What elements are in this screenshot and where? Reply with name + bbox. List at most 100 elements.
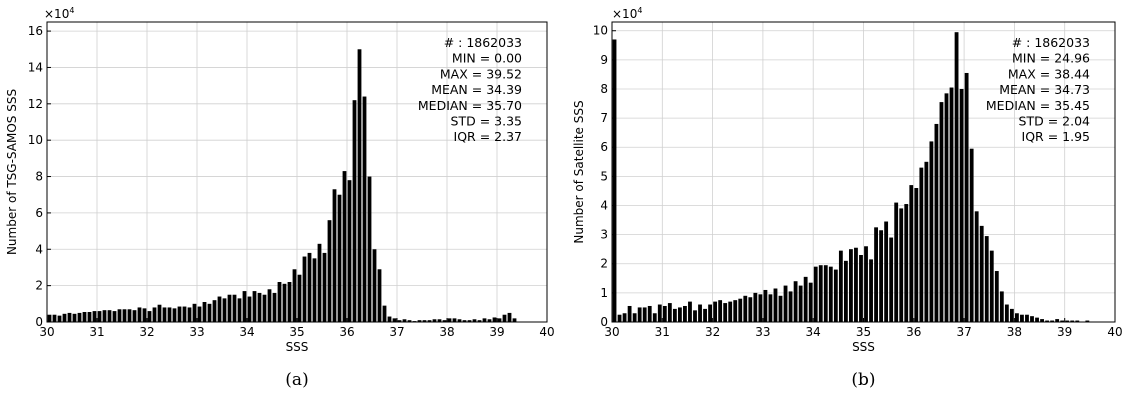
histogram-bar <box>347 180 352 322</box>
x-tick-label: 40 <box>539 325 554 339</box>
y-tick-label: 10 <box>593 24 608 38</box>
histogram-bar <box>944 93 949 322</box>
histogram-bar <box>137 307 142 322</box>
histogram-bar <box>487 319 492 322</box>
histogram-bar <box>47 314 52 322</box>
histogram-bar <box>362 96 367 322</box>
histogram-bar <box>472 319 477 322</box>
y-tick-label: 1 <box>600 286 608 300</box>
histogram-bar <box>728 301 733 322</box>
histogram-bar <box>167 307 172 322</box>
histogram-bar <box>432 319 437 322</box>
histogram-bar <box>662 305 667 322</box>
histogram-bar <box>798 285 803 322</box>
histogram-bar <box>688 301 692 322</box>
histogram-bar <box>703 308 707 322</box>
histogram-bar <box>899 208 904 322</box>
histogram-bar <box>482 318 487 322</box>
y-axis-label: Number of TSG-SAMOS SSS <box>5 89 19 255</box>
histogram-bar <box>452 318 457 322</box>
histogram-bar <box>672 308 677 322</box>
histogram-bar <box>758 294 763 322</box>
x-tick-label: 38 <box>439 325 454 339</box>
histogram-bar <box>197 306 202 322</box>
x-tick-label: 36 <box>339 325 354 339</box>
x-tick-label: 35 <box>856 325 871 339</box>
x-tick-label: 34 <box>239 325 254 339</box>
histogram-bar <box>262 294 267 322</box>
histogram-bar <box>157 304 162 322</box>
stat-line: IQR = 2.37 <box>454 129 522 144</box>
histogram-bar <box>112 311 117 322</box>
panel-caption-b: (b) <box>851 370 875 390</box>
histogram-bar <box>738 298 743 322</box>
histogram-bar <box>92 311 97 322</box>
y-tick-label: 5 <box>600 169 608 183</box>
histogram-bar <box>417 320 422 322</box>
histogram-bar <box>1020 314 1024 322</box>
histogram-bar <box>677 307 682 322</box>
histogram-bar <box>657 304 662 322</box>
histogram-bar <box>227 294 232 322</box>
y-tick-label: 0 <box>600 315 608 329</box>
histogram-bar <box>647 305 652 322</box>
histogram-bar <box>969 148 974 322</box>
histogram-bar <box>979 225 984 322</box>
histogram-bar <box>337 194 342 322</box>
x-tick-label: 30 <box>604 325 619 339</box>
y-tick-label: 16 <box>28 24 43 38</box>
histogram-bar <box>382 305 387 322</box>
histogram-bar <box>52 314 57 322</box>
histogram-bar <box>974 211 979 322</box>
x-tick-label: 33 <box>755 325 770 339</box>
histogram-bar <box>642 307 647 322</box>
histogram-bar <box>57 315 62 322</box>
histogram-bar <box>808 282 813 322</box>
histogram-bar <box>232 294 237 322</box>
histogram-bar <box>984 236 989 322</box>
stat-line: # : 1862033 <box>444 35 522 50</box>
histogram-bar <box>833 269 838 322</box>
y-tick-label: 12 <box>28 97 43 111</box>
x-tick-label: 31 <box>655 325 670 339</box>
histogram-bar <box>202 302 207 322</box>
y-tick-label: 8 <box>600 82 608 96</box>
histogram-bar <box>894 202 899 322</box>
histogram-bar <box>869 259 873 322</box>
histogram-bar <box>934 123 939 323</box>
histogram-bar <box>87 312 92 322</box>
y-tick-label: 8 <box>35 170 43 184</box>
histogram-bar <box>793 281 798 322</box>
histogram-bar <box>632 313 637 322</box>
histogram-bar <box>397 320 402 322</box>
histogram-bar <box>1070 320 1075 322</box>
y-tick-label: 2 <box>35 279 43 293</box>
histogram-bar <box>507 312 512 322</box>
histogram-bar <box>924 161 929 322</box>
y-tick-label: 3 <box>600 228 608 242</box>
histogram-bar <box>1075 320 1080 322</box>
histogram-bar <box>497 318 502 322</box>
histogram-bar <box>708 304 712 322</box>
histogram-bar <box>1065 320 1070 322</box>
histogram-bar <box>307 252 312 322</box>
histogram-bar <box>838 250 843 322</box>
histogram-bar <box>823 265 828 322</box>
histogram-bar <box>402 319 407 322</box>
x-tick-label: 35 <box>289 325 304 339</box>
histogram-bar <box>693 310 697 322</box>
stat-line: MEDIAN = 35.70 <box>418 98 522 113</box>
histogram-bar <box>748 297 753 322</box>
x-tick-label: 40 <box>1107 325 1122 339</box>
stat-line: MAX = 39.52 <box>440 66 522 81</box>
histogram-bar <box>127 309 132 322</box>
histogram-bar <box>1025 314 1029 322</box>
histogram-bar <box>743 295 748 322</box>
histogram-bar <box>62 313 67 322</box>
histogram-bar <box>272 292 277 322</box>
histogram-bar <box>222 298 227 322</box>
y-tick-label: 2 <box>600 257 608 271</box>
histogram-bar <box>617 314 622 322</box>
